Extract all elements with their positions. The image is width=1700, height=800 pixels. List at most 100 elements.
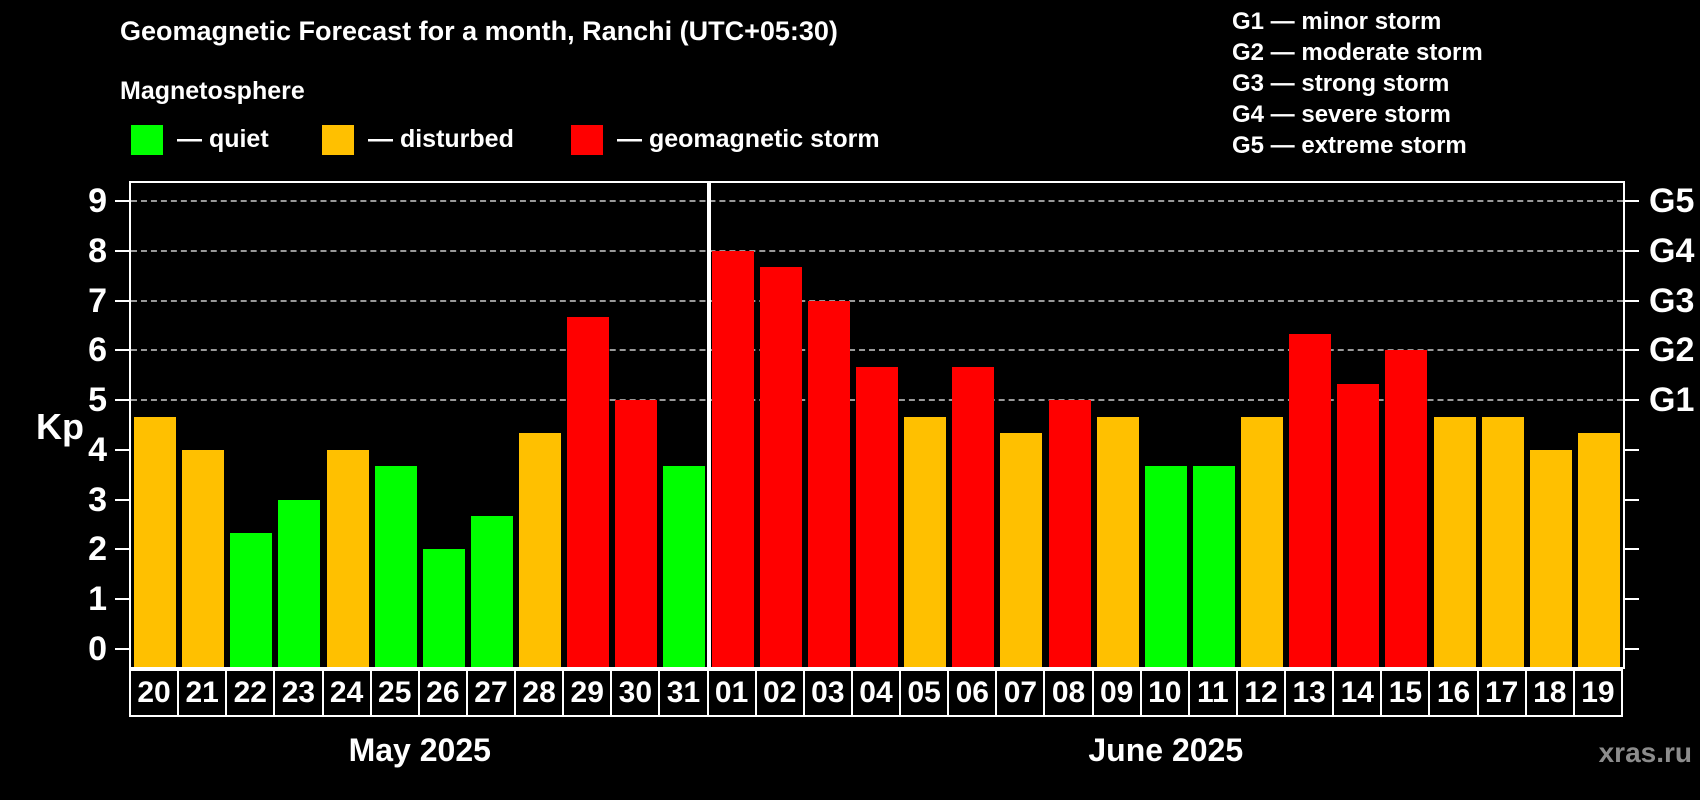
- right-tick-0: [1625, 648, 1639, 650]
- legend-label-disturbed: — disturbed: [368, 125, 514, 153]
- date-cell-30: 30: [610, 669, 661, 717]
- bar-25-kp3.67: [374, 466, 417, 667]
- chart-title: Geomagnetic Forecast for a month, Ranchi…: [120, 16, 838, 46]
- date-cell-17: 17: [1476, 669, 1527, 717]
- legend-swatch-storm: [571, 125, 603, 155]
- date-cell-18: 18: [1524, 669, 1575, 717]
- legend-label-storm: — geomagnetic storm: [617, 125, 880, 153]
- bar-19-kp4.33: [1577, 433, 1620, 667]
- date-cell-27: 27: [465, 669, 517, 717]
- bar-31-kp3.67: [663, 466, 706, 667]
- date-cell-04: 04: [850, 669, 902, 717]
- y-tick-label-1: 1: [88, 580, 107, 619]
- bar-27-kp2.67: [470, 516, 513, 667]
- right-tick-6: [1625, 349, 1639, 352]
- date-cell-25: 25: [369, 669, 420, 717]
- date-cell-13: 13: [1284, 669, 1335, 717]
- left-tick-1: [115, 598, 129, 601]
- g-label-G1: G1: [1649, 381, 1695, 420]
- right-tick-5: [1625, 399, 1639, 402]
- date-cell-01: 01: [706, 669, 757, 717]
- date-cell-11: 11: [1187, 669, 1238, 717]
- bar-11-kp3.67: [1192, 466, 1235, 667]
- y-tick-label-0: 0: [88, 630, 107, 668]
- legend-swatch-disturbed: [322, 125, 354, 155]
- date-cell-20: 20: [129, 669, 180, 717]
- y-tick-label-8: 8: [88, 231, 107, 270]
- left-tick-7: [115, 299, 129, 302]
- bar-28-kp4.33: [519, 433, 562, 667]
- left-tick-3: [115, 498, 129, 501]
- legend-label-quiet: — quiet: [177, 125, 269, 153]
- bar-17-kp4.67: [1481, 416, 1524, 667]
- magnetosphere-label: Magnetosphere: [120, 77, 305, 105]
- left-tick-9: [115, 200, 129, 202]
- month-separator: [706, 183, 711, 667]
- right-tick-7: [1625, 299, 1639, 302]
- gridline-kp6: [131, 349, 1623, 352]
- date-cell-23: 23: [273, 669, 324, 717]
- left-tick-5: [115, 399, 129, 402]
- g-legend-line-1: G1 — minor storm: [1232, 8, 1442, 35]
- bar-22-kp2.33: [230, 533, 273, 667]
- bar-12-kp4.67: [1241, 416, 1284, 667]
- bar-08-kp5: [1048, 400, 1091, 667]
- date-cell-16: 16: [1428, 669, 1479, 717]
- plot-area: [129, 181, 1625, 669]
- bar-26-kp2: [422, 549, 465, 667]
- gridline-kp9: [131, 200, 1623, 202]
- gridline-kp8: [131, 249, 1623, 252]
- kp-axis-label: Kp: [36, 406, 84, 447]
- date-cell-05: 05: [899, 669, 950, 717]
- y-tick-label-2: 2: [88, 530, 107, 569]
- right-tick-9: [1625, 200, 1639, 202]
- date-cell-29: 29: [562, 669, 613, 717]
- month-label-june: June 2025: [1088, 732, 1244, 768]
- g-legend-line-3: G3 — strong storm: [1232, 70, 1450, 97]
- watermark: xras.ru: [1598, 737, 1692, 768]
- date-cell-19: 19: [1572, 669, 1623, 717]
- right-tick-8: [1625, 249, 1639, 252]
- g-legend-line-4: G4 — severe storm: [1232, 101, 1451, 128]
- right-tick-2: [1625, 548, 1639, 551]
- month-label-may: May 2025: [348, 732, 491, 768]
- bar-24-kp4: [326, 449, 369, 667]
- g-legend-line-5: G5 — extreme storm: [1232, 132, 1467, 159]
- y-tick-label-6: 6: [88, 331, 107, 370]
- g-label-G2: G2: [1649, 331, 1695, 370]
- date-cell-15: 15: [1380, 669, 1431, 717]
- g-label-G3: G3: [1649, 281, 1695, 320]
- date-cell-09: 09: [1091, 669, 1142, 717]
- right-tick-3: [1625, 498, 1639, 501]
- left-tick-6: [115, 349, 129, 352]
- g-legend-line-2: G2 — moderate storm: [1232, 39, 1483, 66]
- bar-01-kp8: [711, 250, 754, 667]
- date-cell-26: 26: [417, 669, 468, 717]
- date-cell-21: 21: [177, 669, 228, 717]
- date-cell-14: 14: [1332, 669, 1383, 717]
- date-cell-07: 07: [995, 669, 1046, 717]
- date-cell-08: 08: [1043, 669, 1094, 717]
- bar-15-kp6: [1385, 350, 1428, 667]
- left-tick-2: [115, 548, 129, 551]
- gridline-kp7: [131, 299, 1623, 302]
- y-tick-label-4: 4: [88, 430, 107, 469]
- bar-07-kp4.33: [1000, 433, 1043, 667]
- right-tick-4: [1625, 448, 1639, 451]
- date-cell-10: 10: [1139, 669, 1190, 717]
- left-tick-8: [115, 249, 129, 252]
- g-scale-legend: G1 — minor storm G2 — moderate storm G3 — …: [1232, 6, 1483, 161]
- bar-21-kp4: [182, 449, 225, 667]
- bar-10-kp3.67: [1144, 466, 1187, 667]
- bar-06-kp5.67: [952, 366, 995, 667]
- date-cell-06: 06: [947, 669, 998, 717]
- g-label-G5: G5: [1649, 182, 1695, 220]
- legend-swatch-quiet: [131, 125, 163, 155]
- y-tick-label-3: 3: [88, 480, 107, 519]
- y-tick-label-7: 7: [88, 281, 107, 320]
- plot-inner: [131, 183, 1623, 667]
- bar-29-kp6.67: [567, 316, 610, 667]
- left-tick-4: [115, 448, 129, 451]
- bar-30-kp5: [615, 400, 658, 667]
- date-cell-31: 31: [658, 669, 709, 717]
